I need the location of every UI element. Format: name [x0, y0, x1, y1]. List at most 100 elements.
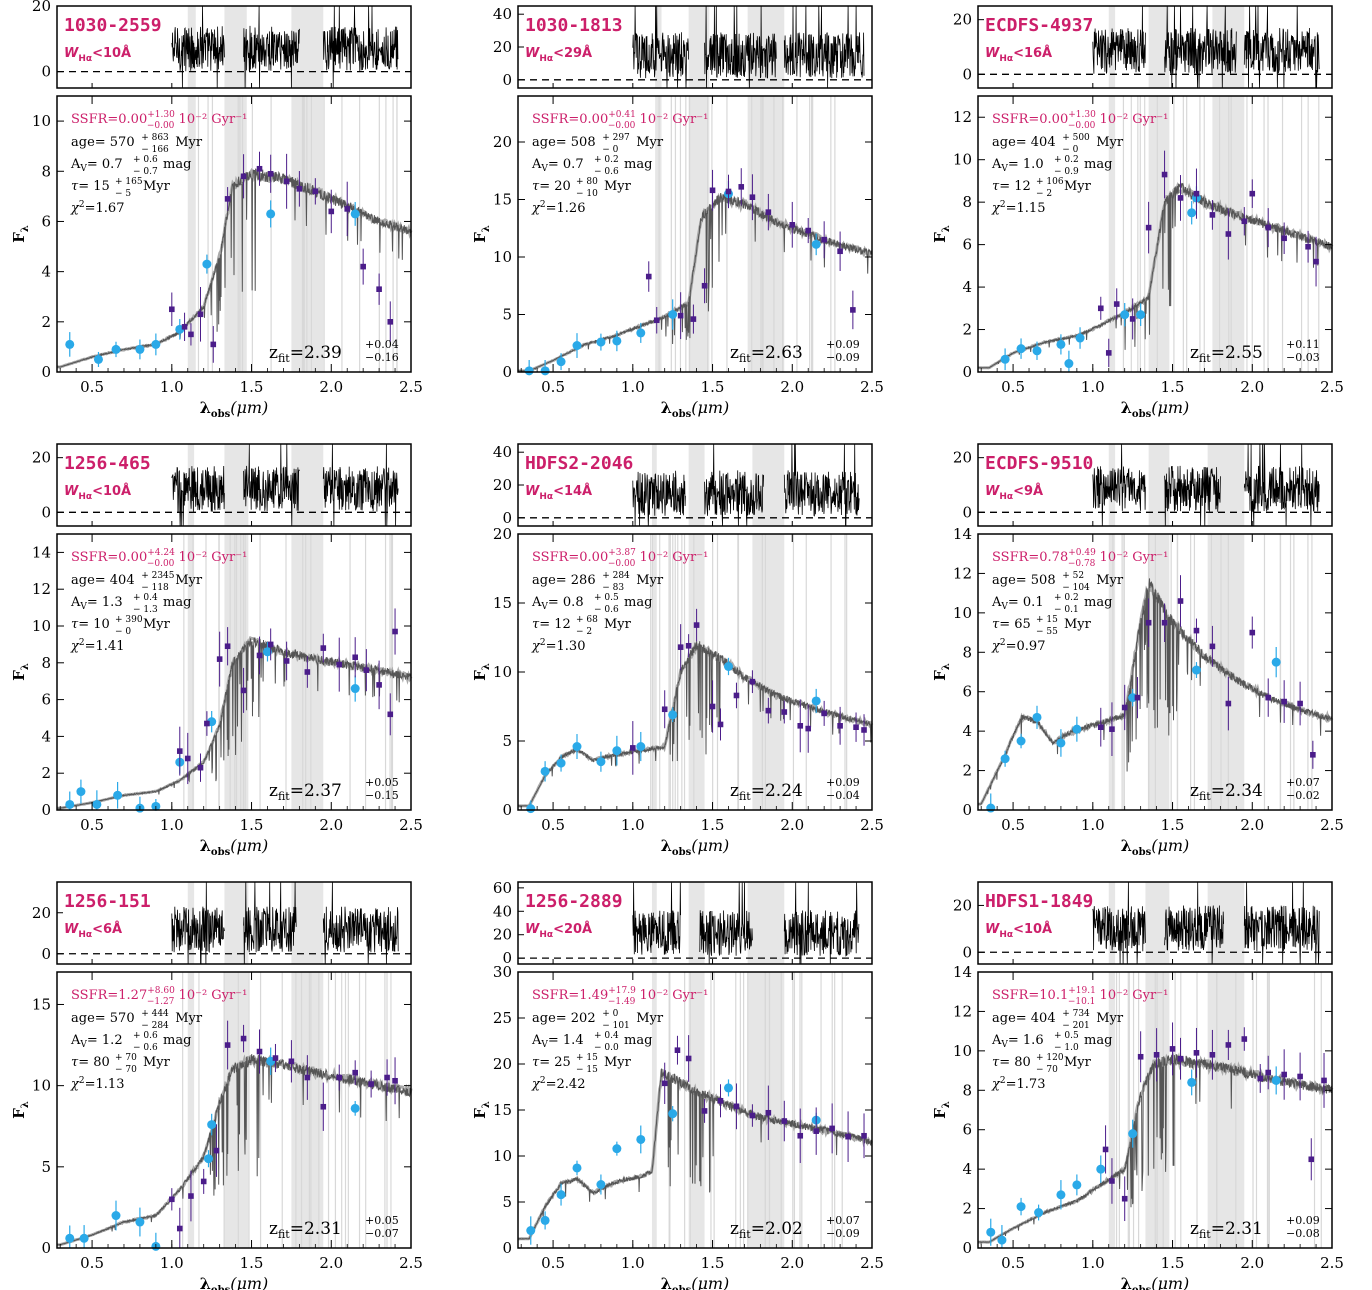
photometry-point-ground — [596, 337, 606, 347]
photometry-point-ground — [1191, 665, 1201, 675]
zfit-lower: −0.04 — [826, 789, 860, 802]
tau-lower: − 2 — [1036, 189, 1052, 199]
sed-y-tick-label: 4 — [962, 1160, 972, 1178]
age-annotation: age= 404 — [992, 1011, 1056, 1026]
telluric-band — [1148, 534, 1170, 810]
photometry-point-ground — [596, 1180, 606, 1190]
y-label-sub: λ — [941, 663, 952, 670]
w-limit: <29Å — [553, 45, 592, 61]
x-tick-label: 2.5 — [1320, 816, 1344, 834]
tau-upper: + 390 — [115, 615, 143, 625]
photometry-point-ground — [1000, 354, 1010, 364]
photometry-point-nir — [630, 745, 636, 751]
photometry-point-nir — [845, 1133, 851, 1140]
spectrum-trace — [783, 443, 860, 527]
x-tick-label: 2.0 — [1240, 378, 1264, 396]
tau-upper: + 15 — [576, 1053, 598, 1063]
w-symbol: W — [985, 46, 1000, 61]
zfit-value: =2.63 — [751, 343, 803, 363]
spectrum-frame — [977, 881, 1333, 965]
ssfr-unit: 10⁻² Gyr⁻¹ — [635, 988, 708, 1003]
photometry-point-nir — [850, 307, 856, 313]
photometry-point-ground — [350, 684, 360, 694]
tau-upper: + 106 — [1036, 177, 1064, 187]
av-annotation: AV= 1.4 — [531, 1033, 584, 1050]
panel-1256-2889: 0 20 40 60 1256-2889 WHα<20Å 0 5 10 15 20 25 30 0.5 1.… — [471, 879, 884, 1290]
age-annotation-lower: − 201 — [1062, 1021, 1090, 1031]
tau-annotation: τ= 15 — [71, 179, 110, 194]
photometry-point-ground — [556, 357, 566, 367]
y-label-f: F — [10, 232, 28, 243]
tau-annotation: τ= 12 — [992, 179, 1031, 194]
zfit-lower: −0.03 — [1286, 351, 1320, 364]
w-subscript: Hα — [539, 492, 553, 502]
photometry-point-ground — [526, 804, 536, 814]
zfit-upper: +0.07 — [1286, 776, 1320, 789]
photometry-point-nir — [1193, 627, 1200, 634]
age-annotation: age= 508 — [532, 135, 596, 150]
ssfr-lower: −0.00 — [147, 559, 175, 569]
zfit-upper: +0.11 — [1286, 338, 1320, 351]
chi2-annotation: χ2=0.97 — [991, 638, 1045, 654]
photometry-point-ground — [986, 803, 996, 813]
chi2-annotation: χ2=1.73 — [991, 1076, 1045, 1092]
object-id-title: ECDFS-9510 — [985, 453, 1093, 474]
photometry-point-nir — [701, 1108, 708, 1114]
x-tick-label: 2.0 — [1240, 1254, 1264, 1272]
av-unit: mag — [163, 157, 191, 172]
spectrum-trace — [1164, 5, 1237, 89]
photometry-point-nir — [685, 1055, 692, 1062]
photometry-point-ground — [135, 344, 145, 354]
photometry-point-ground — [350, 1103, 360, 1113]
photometry-point-ground — [1016, 736, 1026, 746]
photometry-point-nir — [181, 324, 188, 330]
photometry-point-nir — [184, 755, 191, 762]
age-annotation-upper: + 2345 — [141, 571, 175, 581]
x-label-lambda: λ — [200, 1274, 211, 1290]
x-tick-label: 1.5 — [1161, 816, 1185, 834]
av-sub: V — [79, 1040, 87, 1050]
age-annotation-lower: − 83 — [602, 583, 624, 593]
photometry-point-ground — [668, 310, 678, 319]
photometry-point-nir — [312, 188, 319, 195]
av-upper: + 0.4 — [133, 593, 158, 603]
av-value: = 1.2 — [87, 1033, 123, 1048]
tau-symbol: τ — [992, 1055, 1000, 1070]
tau-value: = 20 — [539, 179, 571, 194]
photometry-point-nir — [216, 656, 223, 662]
age-annotation-unit: Myr — [1096, 1011, 1124, 1026]
telluric-band — [224, 882, 249, 964]
sed-y-tick-label: 8 — [962, 643, 972, 661]
photometry-point-ground — [612, 336, 622, 346]
sed-y-tick-label: 2 — [41, 313, 51, 331]
w-limit: <6Å — [92, 921, 122, 937]
tau-upper: + 165 — [115, 177, 143, 187]
x-tick-label: 0.5 — [1001, 816, 1025, 834]
chi-symbol: χ — [70, 639, 80, 654]
photometry-point-ground — [1271, 657, 1281, 667]
spectrum-panel: 0 20 1256-151 WHα<6Å — [32, 881, 412, 965]
object-id-title: 1256-465 — [64, 453, 151, 474]
photometry-point-nir — [224, 643, 231, 650]
age-annotation-lower: − 0 — [1062, 145, 1078, 155]
x-tick-label: 2.0 — [1240, 816, 1264, 834]
x-tick-label: 1.0 — [160, 816, 184, 834]
sed-y-tick-label: 0 — [502, 801, 512, 819]
spec-y-tick-label: 20 — [953, 11, 972, 29]
av-a: A — [991, 1033, 1002, 1048]
photometry-point-nir — [765, 707, 772, 714]
photometry-point-nir — [1121, 1195, 1128, 1202]
chi2-annotation: χ2=1.26 — [531, 200, 585, 216]
x-label-sub: obs — [211, 409, 231, 420]
zfit-sub: fit — [1199, 790, 1211, 803]
x-label-lambda: λ — [661, 1274, 672, 1290]
photometry-point-nir — [296, 186, 303, 192]
tau-annotation: τ= 25 — [532, 1055, 571, 1070]
ssfr-annotation: SSFR=0.00+4.24 −0.00 10⁻² Gyr⁻¹ — [71, 548, 247, 569]
photometry-point-nir — [1113, 301, 1120, 307]
telluric-band — [655, 96, 662, 372]
chi-symbol: χ — [991, 639, 1001, 654]
tau-value: = 80 — [999, 1055, 1031, 1070]
w-subscript: Hα — [539, 930, 553, 940]
